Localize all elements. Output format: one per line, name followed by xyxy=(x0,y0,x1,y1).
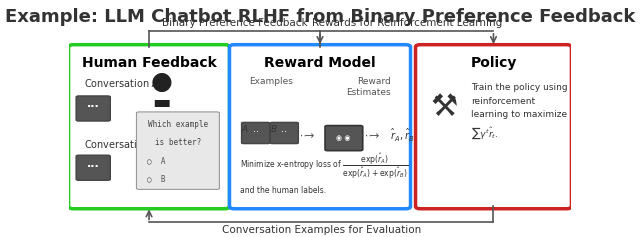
Text: $\cdots\!\!\rightarrow$: $\cdots\!\!\rightarrow$ xyxy=(360,130,381,140)
Text: $\hat{r}_A, \hat{r}_B$: $\hat{r}_A, \hat{r}_B$ xyxy=(390,127,415,144)
FancyBboxPatch shape xyxy=(325,126,363,151)
Text: Conversation $\mathit{B}$: Conversation $\mathit{B}$ xyxy=(84,138,159,150)
Text: ⚒: ⚒ xyxy=(431,92,458,122)
Text: and the human labels.: and the human labels. xyxy=(239,186,326,195)
Text: Binary Preference Feedback: Binary Preference Feedback xyxy=(162,18,307,27)
FancyBboxPatch shape xyxy=(230,45,410,209)
Text: ●: ● xyxy=(150,70,173,94)
Text: Rewards for Reinforcement Learning: Rewards for Reinforcement Learning xyxy=(312,18,502,27)
Text: Conversation Examples for Evaluation: Conversation Examples for Evaluation xyxy=(221,225,421,235)
Text: Example: LLM Chatbot RLHF from Binary Preference Feedback: Example: LLM Chatbot RLHF from Binary Pr… xyxy=(5,8,635,26)
Text: ▬: ▬ xyxy=(152,92,171,112)
Text: ○  A: ○ A xyxy=(147,156,165,165)
Text: ···: ··· xyxy=(87,102,100,112)
FancyBboxPatch shape xyxy=(68,45,230,209)
Text: ··: ·· xyxy=(282,128,287,137)
FancyBboxPatch shape xyxy=(76,155,110,180)
Text: Reward
Estimates: Reward Estimates xyxy=(346,77,390,97)
Text: $B$: $B$ xyxy=(269,123,277,134)
Text: Human Feedback: Human Feedback xyxy=(82,56,216,70)
Text: Which example: Which example xyxy=(148,120,208,129)
Text: Reward Model: Reward Model xyxy=(264,56,376,70)
Text: ○  B: ○ B xyxy=(147,175,165,184)
Text: Policy: Policy xyxy=(470,56,516,70)
Text: Train the policy using
reinforcement
learning to maximize
$\sum \gamma^t \hat{r}: Train the policy using reinforcement lea… xyxy=(471,83,568,141)
Text: ··: ·· xyxy=(253,128,259,137)
Text: $A$: $A$ xyxy=(241,123,248,134)
Text: Conversation $\mathit{A}$: Conversation $\mathit{A}$ xyxy=(84,77,159,89)
Text: ◉ ◉: ◉ ◉ xyxy=(337,135,351,141)
FancyBboxPatch shape xyxy=(136,112,220,189)
FancyBboxPatch shape xyxy=(270,122,298,144)
Text: $\cdots\!\!\rightarrow$: $\cdots\!\!\rightarrow$ xyxy=(294,130,315,140)
Text: Examples: Examples xyxy=(250,77,294,86)
FancyBboxPatch shape xyxy=(415,45,572,209)
Text: ···: ··· xyxy=(87,162,100,172)
FancyBboxPatch shape xyxy=(76,96,110,121)
Text: Minimize x-entropy loss of $\dfrac{\exp(\hat{r}_A)}{\exp(\hat{r}_A)+\exp(\hat{r}: Minimize x-entropy loss of $\dfrac{\exp(… xyxy=(239,152,408,181)
Text: is better?: is better? xyxy=(155,138,201,147)
FancyBboxPatch shape xyxy=(241,122,269,144)
